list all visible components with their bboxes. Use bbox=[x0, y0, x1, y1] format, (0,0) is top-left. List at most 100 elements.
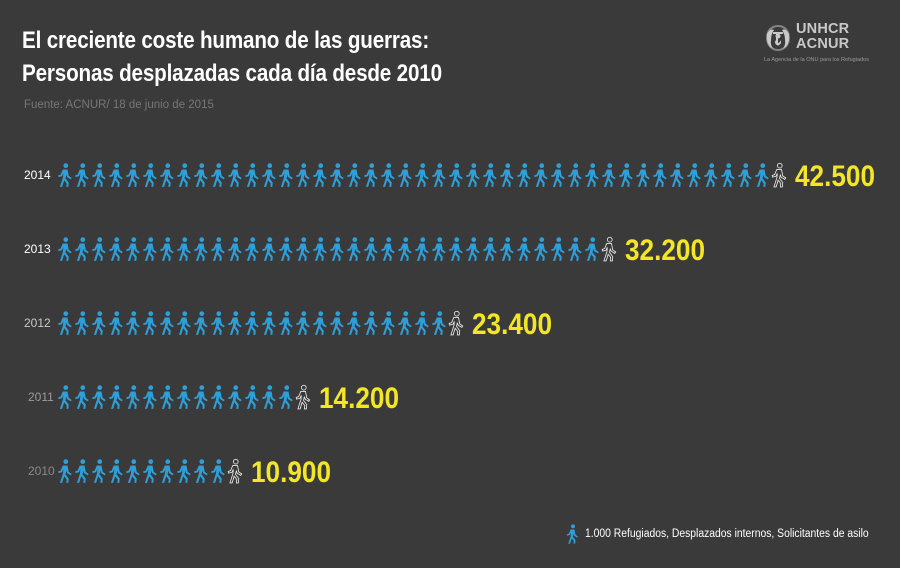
person-figure bbox=[432, 163, 446, 187]
title-line-2: Personas desplazadas cada día desde 2010 bbox=[22, 60, 442, 87]
pictogram-chart: 2014 42.500 2013 32.200 2012 23.400 2011 14.200… bbox=[24, 160, 875, 489]
category-label: 2010 bbox=[28, 464, 55, 478]
person-figure bbox=[347, 163, 361, 187]
person-figure bbox=[381, 163, 395, 187]
person-figure bbox=[245, 163, 259, 187]
person-figure bbox=[109, 459, 123, 483]
chart-title: El creciente coste humano de las guerras… bbox=[22, 24, 442, 90]
person-figure bbox=[466, 237, 480, 261]
person-figure bbox=[177, 237, 191, 261]
person-figure bbox=[58, 385, 72, 409]
category-label: 2011 bbox=[28, 390, 54, 404]
person-figure bbox=[670, 163, 684, 187]
person-figure bbox=[228, 163, 242, 187]
person-figure bbox=[126, 311, 140, 335]
person-figure bbox=[262, 163, 276, 187]
person-figure bbox=[245, 385, 259, 409]
person-figure bbox=[330, 311, 344, 335]
person-figure bbox=[653, 163, 667, 187]
person-figure bbox=[262, 237, 276, 261]
person-figure bbox=[194, 311, 208, 335]
person-figure bbox=[432, 311, 446, 335]
person-figure bbox=[126, 163, 140, 187]
source-note: Fuente: ACNUR/ 18 de junio de 2015 bbox=[24, 99, 214, 111]
person-figure bbox=[58, 237, 72, 261]
person-figure bbox=[211, 311, 225, 335]
person-figure bbox=[75, 237, 89, 261]
person-figure bbox=[109, 311, 123, 335]
person-figure bbox=[160, 237, 174, 261]
logo-wordmark: UNHCR ACNUR bbox=[796, 22, 849, 52]
person-figure bbox=[194, 459, 208, 483]
person-figure bbox=[58, 163, 72, 187]
person-figure bbox=[143, 459, 157, 483]
pictogram-row-2011: 2011 14.200 bbox=[28, 382, 399, 415]
value-label: 14.200 bbox=[319, 382, 399, 415]
person-figure bbox=[483, 237, 497, 261]
person-figure bbox=[687, 163, 701, 187]
pictogram-row-2012: 2012 23.400 bbox=[24, 308, 552, 341]
person-figure bbox=[126, 385, 140, 409]
person-figure bbox=[211, 385, 225, 409]
person-figure bbox=[585, 163, 599, 187]
person-figure bbox=[109, 163, 123, 187]
person-figure bbox=[313, 163, 327, 187]
category-label: 2014 bbox=[24, 168, 51, 182]
person-figure bbox=[75, 459, 89, 483]
person-figure bbox=[143, 385, 157, 409]
person-figure bbox=[296, 237, 310, 261]
person-figure bbox=[296, 163, 310, 187]
title-line-1: El creciente coste humano de las guerras… bbox=[22, 27, 430, 54]
value-label: 10.900 bbox=[251, 456, 331, 489]
person-figure bbox=[211, 237, 225, 261]
person-figure bbox=[636, 163, 650, 187]
person-figure bbox=[704, 163, 718, 187]
person-figure bbox=[568, 163, 582, 187]
person-figure bbox=[126, 237, 140, 261]
person-figure bbox=[228, 237, 242, 261]
person-figure bbox=[279, 163, 293, 187]
person-figure bbox=[432, 237, 446, 261]
person-figure bbox=[92, 163, 106, 187]
person-figure bbox=[92, 385, 106, 409]
person-walking-icon bbox=[565, 524, 579, 544]
person-figure bbox=[398, 311, 412, 335]
person-figure bbox=[415, 237, 429, 261]
person-figure bbox=[177, 385, 191, 409]
person-figure bbox=[500, 237, 514, 261]
person-figure bbox=[245, 311, 259, 335]
category-label: 2013 bbox=[24, 242, 51, 256]
person-figure bbox=[330, 237, 344, 261]
person-figure bbox=[398, 163, 412, 187]
person-figure bbox=[160, 311, 174, 335]
logo-line-2: ACNUR bbox=[796, 36, 850, 52]
person-figure bbox=[364, 311, 378, 335]
person-figure bbox=[449, 163, 463, 187]
person-figure bbox=[279, 385, 293, 409]
person-figure bbox=[262, 385, 276, 409]
person-figure bbox=[551, 163, 565, 187]
person-figure bbox=[194, 237, 208, 261]
person-figure bbox=[279, 237, 293, 261]
unhcr-logo: UNHCR ACNUR La Agencia de la ONU para lo… bbox=[762, 22, 882, 72]
pictogram-row-2013: 2013 32.200 bbox=[24, 234, 705, 267]
person-figure bbox=[160, 163, 174, 187]
person-figure bbox=[279, 311, 293, 335]
person-figure bbox=[75, 385, 89, 409]
person-figure bbox=[58, 459, 72, 483]
person-figure bbox=[245, 237, 259, 261]
person-figure bbox=[517, 237, 531, 261]
person-figure bbox=[313, 311, 327, 335]
legend: 1.000 Refugiados, Desplazados internos, … bbox=[565, 524, 900, 544]
person-figure bbox=[160, 385, 174, 409]
person-figure bbox=[295, 384, 311, 410]
person-figure bbox=[296, 311, 310, 335]
person-figure bbox=[347, 237, 361, 261]
person-figure bbox=[92, 237, 106, 261]
value-label: 23.400 bbox=[472, 308, 552, 341]
person-figure bbox=[194, 163, 208, 187]
person-figure bbox=[177, 311, 191, 335]
person-figure bbox=[262, 311, 276, 335]
person-figure bbox=[143, 163, 157, 187]
person-figure bbox=[177, 163, 191, 187]
